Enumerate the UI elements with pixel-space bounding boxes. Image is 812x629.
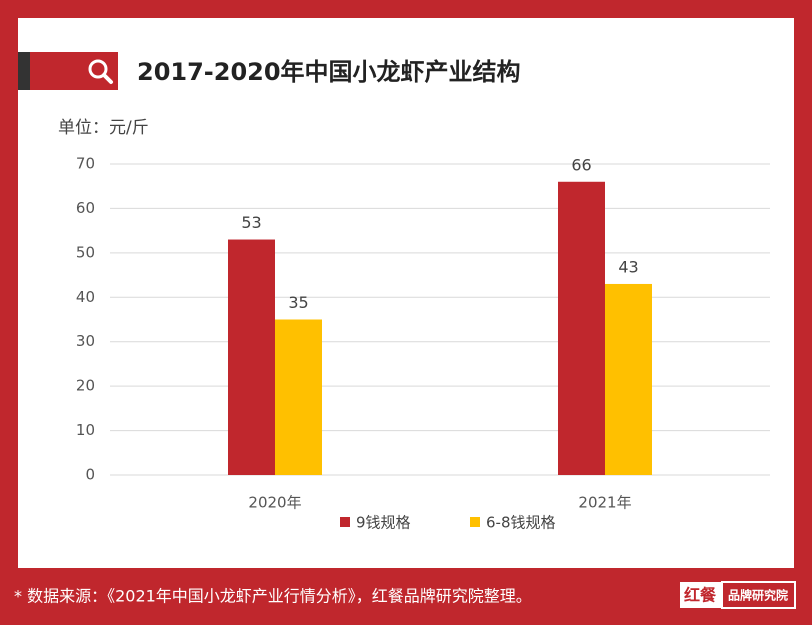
legend-label: 6-8钱规格: [486, 514, 556, 532]
search-icon: [88, 59, 108, 79]
brand-sub-box: [721, 581, 796, 609]
title-mark: [18, 52, 30, 90]
search-icon: [102, 73, 113, 84]
data-label: 66: [571, 155, 591, 174]
brand-sub: 品牌研究院: [728, 588, 788, 603]
unit-label: 单位：元/斤: [58, 118, 149, 138]
y-tick-label: 70: [76, 155, 95, 173]
source-note: * 数据来源：《2021年中国小龙虾产业行情分析》，红餐品牌研究院整理。: [14, 587, 532, 606]
brand: 红餐: [684, 586, 717, 605]
y-tick-label: 20: [76, 377, 95, 395]
y-tick-label: 30: [76, 332, 95, 350]
y-tick-label: 10: [76, 421, 95, 439]
title-badge: [30, 52, 118, 90]
x-tick-label: 2021年: [578, 494, 631, 512]
y-tick-label: 50: [76, 243, 95, 261]
legend-swatch: [470, 517, 480, 527]
x-tick-label: 2020年: [248, 494, 301, 512]
chart-title: 2017-2020年中国小龙虾产业结构: [137, 58, 521, 86]
data-label: 53: [241, 213, 261, 232]
data-label: 35: [288, 293, 308, 312]
data-label: 43: [618, 257, 638, 276]
legend-swatch: [340, 517, 350, 527]
bar: [228, 239, 275, 475]
legend-label: 9钱规格: [356, 514, 411, 532]
y-tick-label: 60: [76, 199, 95, 217]
bar: [558, 181, 605, 475]
bar: [275, 319, 322, 475]
panel: [18, 18, 794, 568]
y-tick-label: 0: [85, 466, 95, 484]
bar: [605, 283, 652, 475]
y-tick-label: 40: [76, 288, 95, 306]
